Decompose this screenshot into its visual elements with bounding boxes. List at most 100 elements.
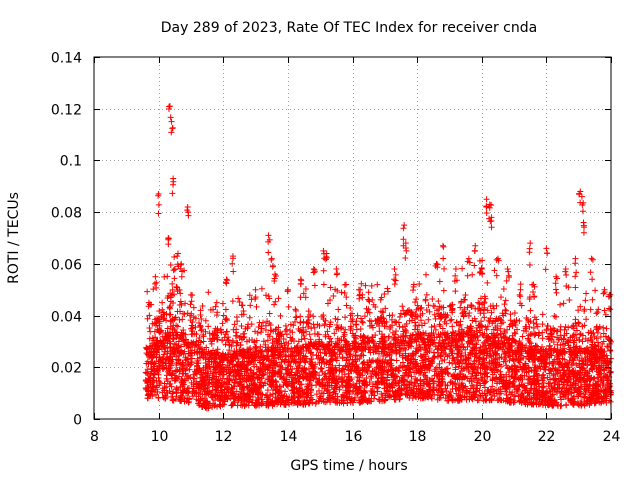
- data-point: [478, 318, 485, 325]
- data-point: [373, 372, 380, 379]
- data-point: [188, 349, 195, 356]
- data-point: [560, 300, 567, 307]
- data-point: [582, 335, 589, 342]
- data-point: [304, 381, 311, 388]
- data-point: [294, 343, 301, 350]
- data-point: [491, 348, 498, 355]
- data-point: [368, 282, 375, 289]
- data-point: [336, 344, 343, 351]
- data-point: [359, 318, 366, 325]
- data-point: [349, 356, 356, 363]
- data-point: [359, 360, 366, 367]
- data-point: [584, 357, 591, 364]
- data-point: [146, 335, 153, 342]
- data-point: [298, 381, 305, 388]
- data-point: [447, 317, 454, 324]
- data-point: [483, 352, 490, 359]
- data-point: [413, 377, 420, 384]
- data-point: [355, 365, 362, 372]
- data-point: [409, 364, 416, 371]
- data-point: [522, 360, 529, 367]
- data-point: [535, 364, 542, 371]
- data-point: [361, 387, 368, 394]
- data-point: [417, 344, 424, 351]
- data-point: [207, 354, 214, 361]
- data-point: [156, 320, 163, 327]
- data-point: [499, 341, 506, 348]
- data-point: [443, 331, 450, 338]
- data-point: [522, 401, 529, 408]
- data-point: [210, 306, 217, 313]
- data-point: [222, 306, 229, 313]
- data-point: [385, 346, 392, 353]
- data-point: [198, 327, 205, 334]
- data-point: [154, 365, 161, 372]
- data-point: [227, 357, 234, 364]
- data-point: [170, 332, 177, 339]
- data-point: [502, 381, 509, 388]
- data-point: [584, 344, 591, 351]
- data-point: [455, 350, 462, 357]
- data-point: [262, 380, 269, 387]
- data-point: [523, 315, 530, 322]
- data-point: [152, 384, 159, 391]
- data-point: [206, 400, 213, 407]
- data-point: [293, 307, 300, 314]
- data-point: [563, 402, 570, 409]
- data-point: [465, 338, 472, 345]
- data-point: [581, 308, 588, 315]
- data-point: [343, 357, 350, 364]
- data-point: [205, 323, 212, 330]
- data-point: [269, 378, 276, 385]
- data-point: [435, 378, 442, 385]
- data-point: [496, 378, 503, 385]
- data-point: [271, 301, 278, 308]
- data-point: [575, 393, 582, 400]
- data-point: [246, 292, 253, 299]
- data-point: [399, 359, 406, 366]
- data-point: [481, 359, 488, 366]
- data-point: [327, 319, 334, 326]
- data-point: [235, 397, 242, 404]
- data-point: [403, 355, 410, 362]
- data-point: [455, 373, 462, 380]
- data-point: [241, 364, 248, 371]
- data-point: [453, 332, 460, 339]
- data-point: [364, 309, 371, 316]
- data-point: [554, 385, 561, 392]
- data-point: [459, 265, 466, 272]
- data-point: [155, 394, 162, 401]
- data-point: [230, 373, 237, 380]
- data-point: [244, 366, 251, 373]
- data-point: [308, 325, 315, 332]
- data-point: [249, 393, 256, 400]
- data-point: [210, 355, 217, 362]
- data-point: [189, 331, 196, 338]
- data-point: [144, 395, 151, 402]
- data-point: [330, 389, 337, 396]
- data-point: [462, 310, 469, 317]
- data-point: [259, 400, 266, 407]
- data-point: [413, 360, 420, 367]
- data-point: [237, 370, 244, 377]
- data-point: [533, 390, 540, 397]
- data-point: [603, 333, 610, 340]
- data-point: [301, 335, 308, 342]
- data-point: [194, 355, 201, 362]
- data-point: [331, 330, 338, 337]
- data-point: [291, 399, 298, 406]
- data-point: [441, 318, 448, 325]
- data-point: [526, 339, 533, 346]
- data-point: [336, 362, 343, 369]
- data-point: [582, 297, 589, 304]
- data-point: [468, 323, 475, 330]
- data-point: [540, 363, 547, 370]
- data-point: [143, 350, 150, 357]
- data-point: [192, 341, 199, 348]
- data-point: [489, 383, 496, 390]
- data-point: [481, 304, 488, 311]
- data-point: [442, 369, 449, 376]
- data-point: [394, 373, 401, 380]
- data-point: [333, 383, 340, 390]
- data-point: [338, 289, 345, 296]
